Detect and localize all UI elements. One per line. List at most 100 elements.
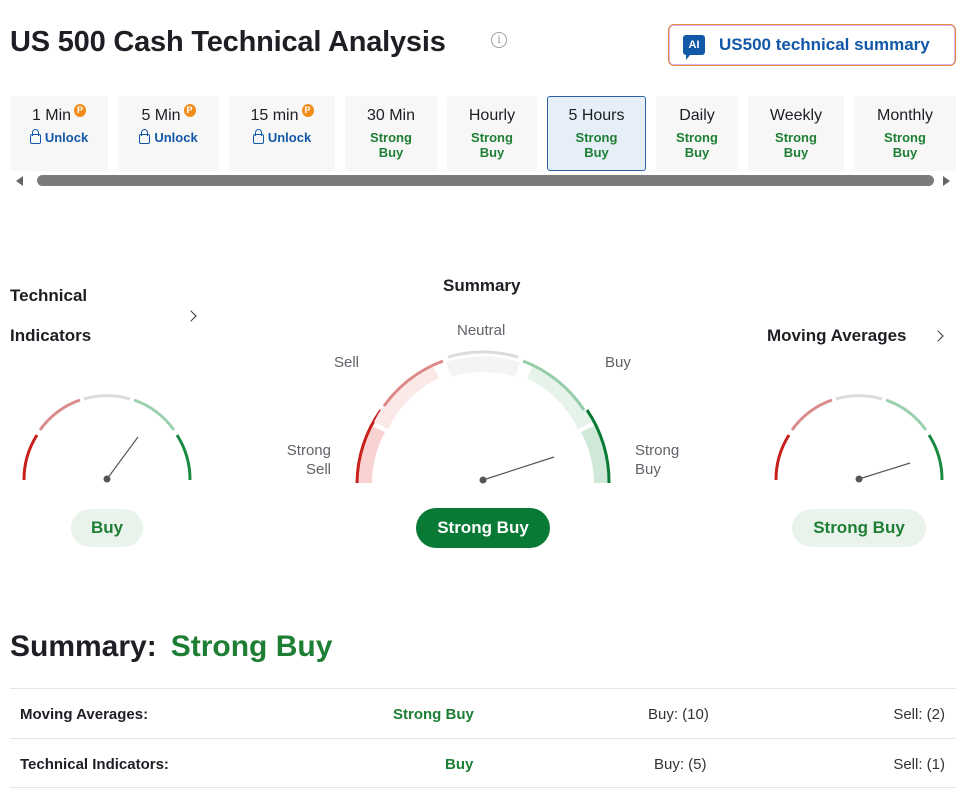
pro-icon: P <box>74 104 87 117</box>
timeframe-tabs: 1 Min P Unlock 5 Min P Unlock 15 min P Unlo… <box>10 96 956 172</box>
info-icon[interactable]: i <box>491 32 507 48</box>
tab-status: Strong <box>775 130 817 145</box>
tab-status: Strong <box>471 130 513 145</box>
unlock-link[interactable]: Unlock <box>267 130 312 145</box>
tab-1-min[interactable]: 1 Min P Unlock <box>10 96 108 171</box>
chevron-right-icon[interactable] <box>185 310 197 322</box>
tabs-scrollbar[interactable] <box>10 174 956 188</box>
gauge-label-buy: Buy <box>605 354 631 371</box>
tab-status: Strong <box>884 130 926 145</box>
gauge-pivot <box>479 476 487 484</box>
pro-icon: P <box>301 104 314 117</box>
chevron-right-icon[interactable] <box>932 330 944 342</box>
row-signal: Strong Buy <box>393 706 474 723</box>
tab-status: Buy <box>479 145 505 160</box>
gauge-needle <box>858 462 911 480</box>
unlock-link[interactable]: Unlock <box>154 130 198 145</box>
tab-status: Buy <box>684 145 710 160</box>
summary-gauge <box>355 350 611 484</box>
gauge-pivot <box>855 475 863 483</box>
tab-daily[interactable]: Daily Strong Buy <box>656 96 738 171</box>
gauge-zone-buy <box>527 364 592 429</box>
page-title: US 500 Cash Technical Analysis <box>10 26 446 58</box>
gauge-label-strong-sell-1: Strong <box>286 442 331 459</box>
tab-label: Monthly <box>876 107 934 124</box>
tab-label: Daily <box>679 107 715 124</box>
gauge-arc-sell <box>790 398 833 431</box>
tab-label: 1 Min <box>31 107 72 124</box>
tab-monthly[interactable]: Monthly Strong Buy <box>854 96 956 171</box>
row-signal: Buy <box>445 756 474 773</box>
tab-15-min[interactable]: 15 min P Unlock <box>229 96 335 171</box>
gauge-arc-strong-buy <box>927 434 944 481</box>
ai-summary-label: US500 technical summary <box>719 35 930 54</box>
tab-status: Buy <box>783 145 809 160</box>
tab-status: Strong <box>575 130 618 145</box>
tab-status: Buy <box>892 145 918 160</box>
tab-label: 15 min <box>250 107 299 124</box>
scroll-left-arrow-icon[interactable] <box>16 176 23 186</box>
summary-label: Summary: <box>10 630 157 663</box>
gauge-arc-sell <box>38 398 81 431</box>
lock-icon <box>29 129 41 144</box>
gauge-label-strong-buy-1: Strong <box>635 442 680 459</box>
tab-label: 5 Hours <box>568 107 625 124</box>
technical-indicators-title-2[interactable]: Indicators <box>10 326 92 345</box>
scroll-thumb[interactable] <box>37 175 934 186</box>
summary-gauge-result: Strong Buy <box>416 508 550 548</box>
gauge-label-neutral: Neutral <box>457 322 506 339</box>
row-name: Technical Indicators: <box>20 756 169 773</box>
gauge-arc-neutral <box>83 394 131 401</box>
summary-table: Moving Averages: Strong Buy Buy: (10) Se… <box>10 688 956 788</box>
gauge-needle <box>106 436 139 480</box>
tab-status: Buy <box>378 145 404 160</box>
tab-5-hours[interactable]: 5 Hours Strong Buy <box>547 96 646 171</box>
gauge-zone-neutral <box>446 356 520 377</box>
gauge-arc-neutral <box>447 350 519 359</box>
gauge-arc-sell <box>382 359 444 407</box>
moving-averages-gauge <box>774 394 944 483</box>
row-buy-count: Buy: (10) <box>648 706 709 723</box>
lock-icon <box>252 129 264 144</box>
tab-5-min[interactable]: 5 Min P Unlock <box>118 96 219 171</box>
tab-30-min[interactable]: 30 Min Strong Buy <box>345 96 437 171</box>
tab-weekly[interactable]: Weekly Strong Buy <box>748 96 844 171</box>
summary-gauge-title: Summary <box>443 276 521 295</box>
moving-averages-result: Strong Buy <box>792 509 926 547</box>
summary-heading: Summary: Strong Buy <box>10 630 332 664</box>
gauge-pivot <box>103 475 111 483</box>
gauge-arc-strong-sell <box>355 409 383 484</box>
scroll-right-arrow-icon[interactable] <box>943 176 950 186</box>
gauge-arc-buy <box>885 398 928 431</box>
tab-label: 5 Min <box>141 107 181 124</box>
technical-indicators-result: Buy <box>71 509 143 547</box>
tab-status: Buy <box>584 145 609 160</box>
gauge-arc-strong-sell <box>774 434 791 481</box>
tab-label: 30 Min <box>366 107 416 124</box>
gauge-label-strong-sell-2: Sell <box>305 461 331 478</box>
gauge-label-sell: Sell <box>334 354 360 371</box>
tab-status: Strong <box>370 130 412 145</box>
lock-icon <box>139 129 151 144</box>
table-row: Technical Indicators: Buy Buy: (5) Sell:… <box>10 738 956 788</box>
gauge-zone-sell <box>374 364 439 429</box>
row-sell-count: Sell: (1) <box>893 756 945 773</box>
row-sell-count: Sell: (2) <box>893 706 945 723</box>
tab-label: Hourly <box>468 107 516 124</box>
ai-summary-button[interactable]: AI US500 technical summary <box>668 24 956 66</box>
gauge-arc-strong-buy <box>585 409 611 484</box>
summary-value: Strong Buy <box>170 630 333 663</box>
gauge-label-strong-buy-2: Buy <box>635 461 661 478</box>
pro-icon: P <box>183 104 196 117</box>
unlock-link[interactable]: Unlock <box>44 130 89 145</box>
moving-averages-title[interactable]: Moving Averages <box>767 326 907 345</box>
gauge-arc-buy <box>133 398 176 431</box>
tab-hourly[interactable]: Hourly Strong Buy <box>447 96 537 171</box>
technical-indicators-title-1[interactable]: Technical <box>10 286 88 305</box>
gauge-arc-neutral <box>835 394 883 401</box>
row-buy-count: Buy: (5) <box>654 756 707 773</box>
gauge-arc-buy <box>522 359 586 411</box>
table-row: Moving Averages: Strong Buy Buy: (10) Se… <box>10 688 956 738</box>
gauge-arc-strong-sell <box>22 434 39 481</box>
tab-status: Strong <box>676 130 718 145</box>
